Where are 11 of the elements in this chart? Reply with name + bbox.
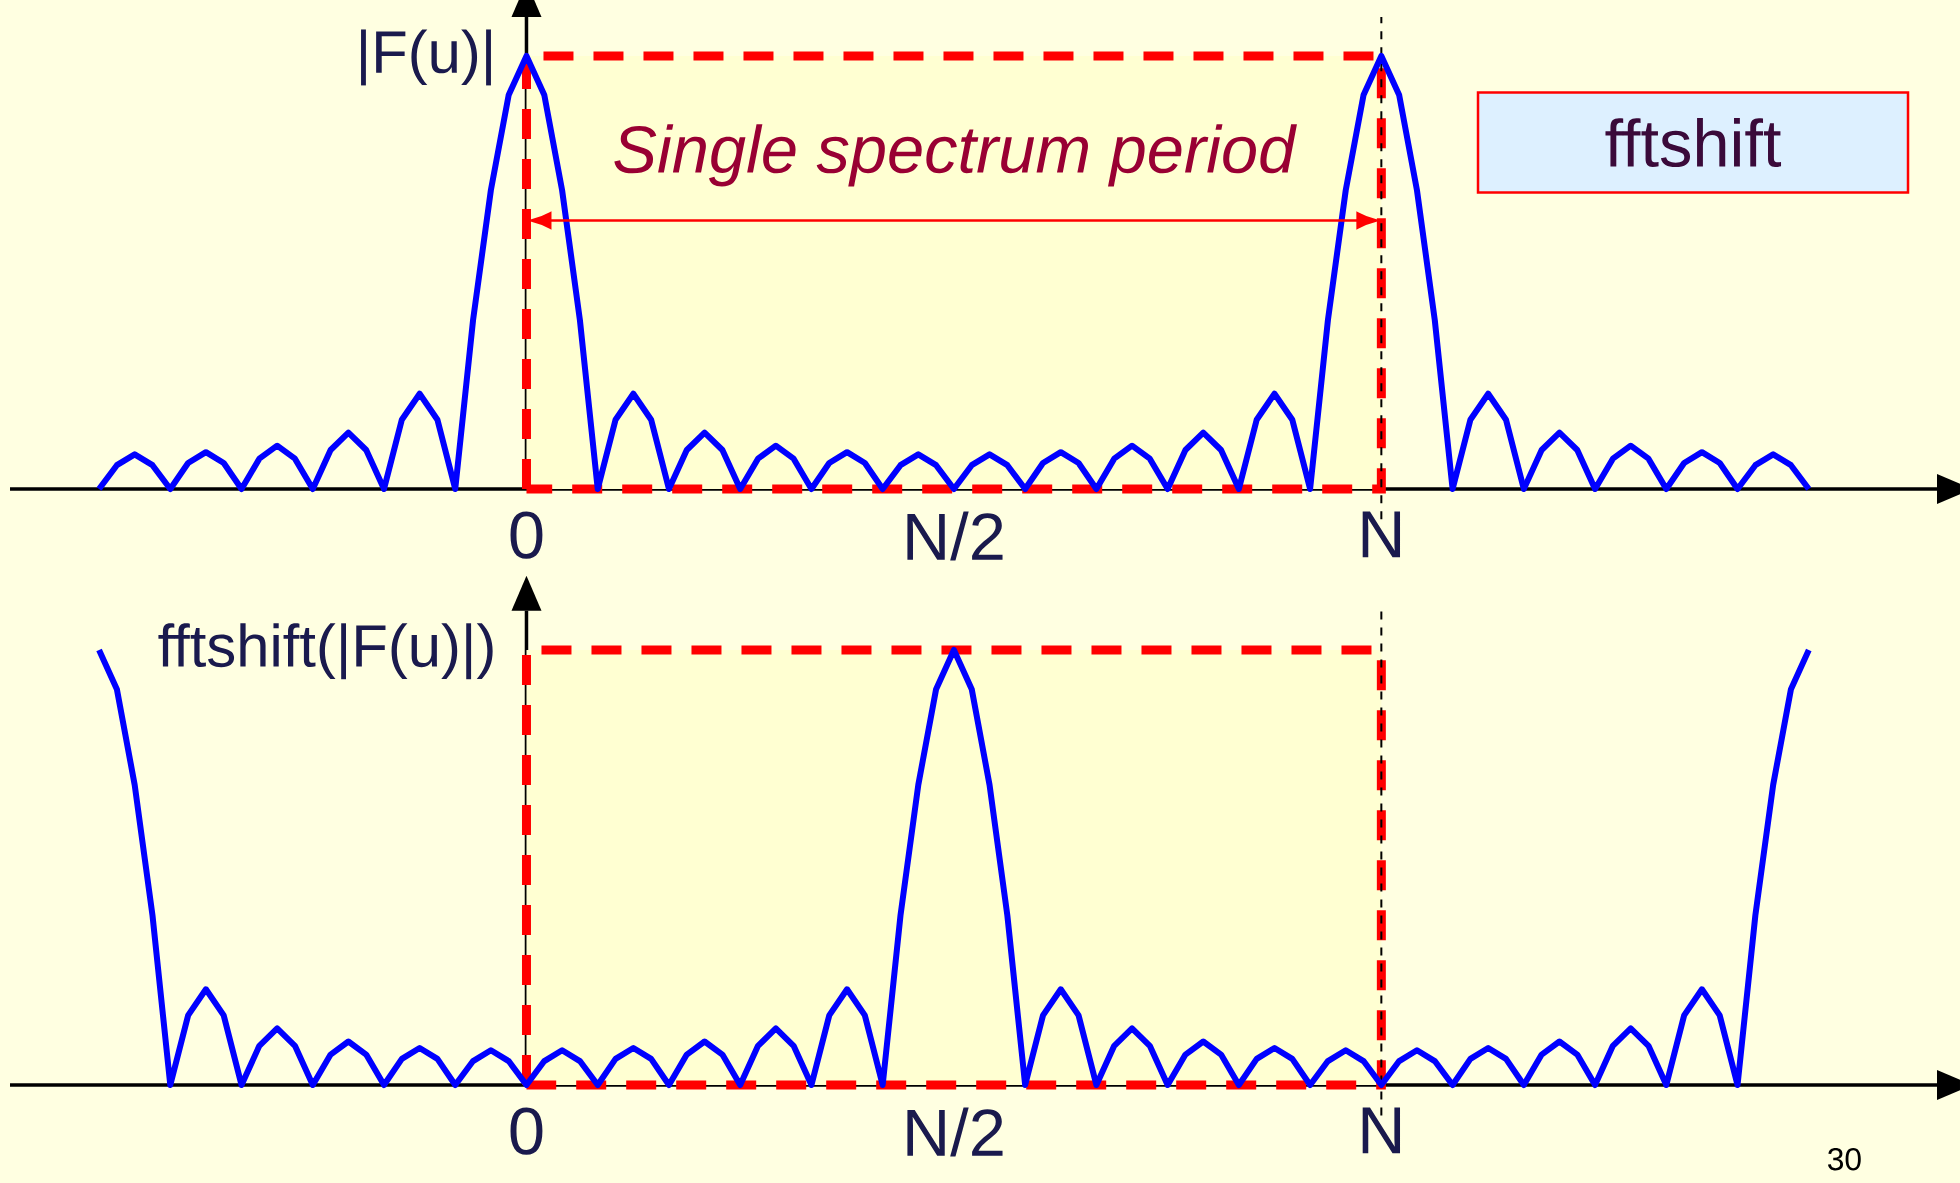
text: 30 bbox=[1828, 1148, 1861, 1171]
annotation: fftshift bbox=[1605, 118, 1782, 168]
x-tick-label: 0 bbox=[510, 511, 543, 559]
x-tick-label: N bbox=[1362, 511, 1401, 558]
x-tick-label: 0 bbox=[510, 1107, 543, 1155]
x-tick-label: N/2 bbox=[907, 511, 1003, 561]
x-tick-label: N bbox=[1362, 1107, 1401, 1154]
band-label: Single spectrum period bbox=[614, 124, 1297, 187]
x-tick-label: N/2 bbox=[907, 1107, 1003, 1157]
y-axis-title: |F(u)| bbox=[361, 29, 491, 86]
y-axis-title: fftshift(|F(u)|) bbox=[158, 623, 493, 680]
